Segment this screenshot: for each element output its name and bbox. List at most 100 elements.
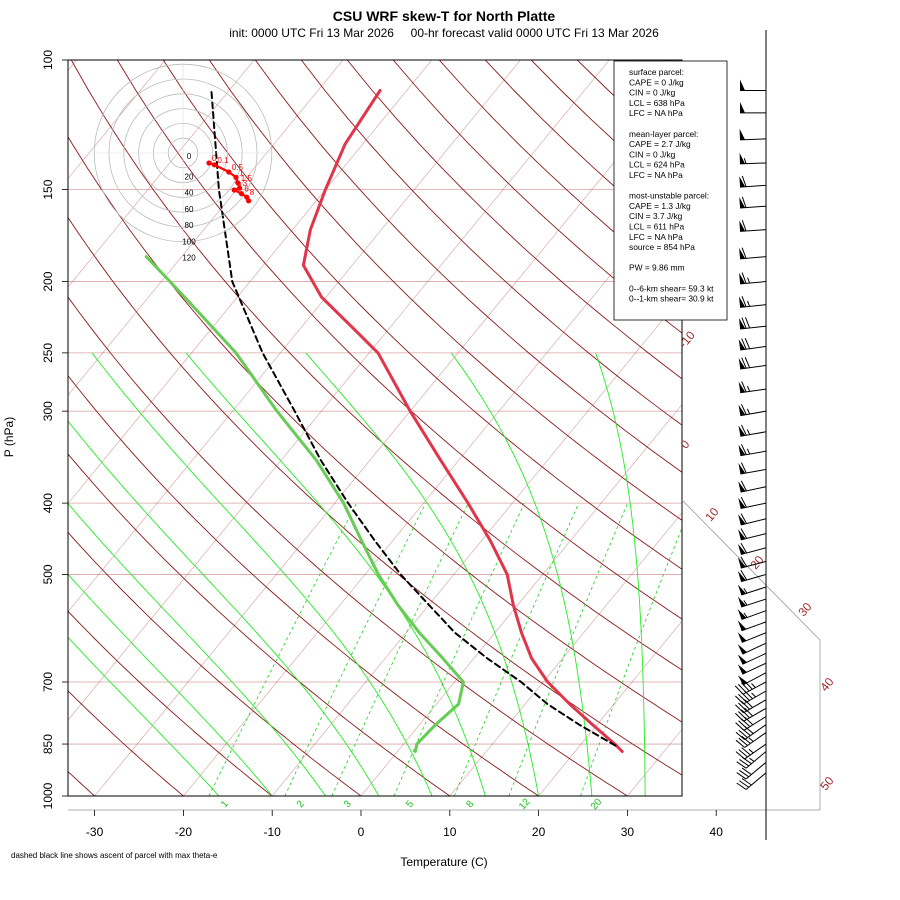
wind-barb	[735, 732, 767, 748]
wind-barb-pennant	[739, 128, 745, 140]
isotherm-line	[68, 60, 255, 288]
mixing-ratio-line	[453, 502, 580, 796]
wind-barb-flag	[735, 731, 746, 740]
dry-adiabat	[68, 374, 540, 796]
wind-barb-flag	[737, 683, 747, 693]
wind-barb-pennant	[737, 664, 747, 675]
wind-barb	[740, 101, 766, 114]
info-line: CIN = 0 J/kg	[629, 149, 676, 159]
wind-barb-pennant	[737, 596, 746, 608]
wind-barb-pennant	[738, 557, 746, 569]
mixing-ratio-labels: 1 2 3 5 8 12 20	[219, 796, 605, 812]
wind-barb-shaft	[743, 699, 767, 714]
hodograph-point-label: 8	[250, 188, 255, 197]
wind-barb-flag	[736, 782, 747, 790]
wind-barb-shaft	[741, 598, 767, 608]
dry-adiabat	[68, 216, 682, 776]
wind-barb-flag	[740, 444, 747, 455]
wind-barb-shaft	[743, 716, 767, 731]
wind-barb	[739, 247, 767, 260]
wind-barb-pennant	[737, 644, 747, 655]
wind-barb-flag	[741, 700, 750, 710]
wind-barb	[738, 338, 767, 351]
mixing-ratio-line	[580, 526, 682, 796]
isotherm-line	[68, 60, 344, 396]
wind-barb-shaft	[744, 724, 767, 740]
info-line: LCL = 638 hPa	[629, 98, 685, 108]
parcel-note: dashed black line shows ascent of parcel…	[11, 851, 218, 860]
hodograph-point	[226, 169, 232, 175]
wind-barb	[737, 652, 767, 665]
isotherm-line	[94, 79, 682, 796]
wind-barb	[738, 462, 767, 475]
profile-curves	[144, 89, 624, 753]
mixing-ratio-label: 8	[464, 798, 476, 810]
hodograph-point	[231, 187, 237, 193]
wind-barb-flag	[735, 739, 746, 748]
wind-barb-shaft	[739, 138, 767, 141]
wind-barb-flag	[738, 720, 748, 729]
wind-barb-flag	[740, 528, 748, 539]
wind-barb-pennant	[738, 425, 746, 437]
wind-barb-pennant	[738, 571, 746, 582]
wind-barb-flag	[735, 695, 744, 705]
wind-barb-flag	[740, 556, 748, 567]
wind-barb	[738, 480, 767, 493]
wind-barb-pennant	[738, 381, 746, 393]
moist-adiabat	[68, 420, 380, 796]
wind-barb-half-flag	[746, 448, 751, 455]
wind-barb-flag	[735, 704, 744, 714]
moist-adiabat	[450, 352, 593, 796]
info-line: 0--6-km shear= 59.3 kt	[629, 283, 714, 293]
wind-barb	[738, 496, 767, 510]
isotherm-label: 30	[795, 600, 815, 619]
mixing-ratio-label: 3	[342, 798, 354, 810]
wind-barb	[740, 79, 766, 91]
y-tick-label: 200	[41, 271, 55, 291]
x-tick-label: 10	[443, 825, 457, 839]
wind-barb-pennant	[737, 584, 746, 595]
x-tick-label: 40	[710, 825, 724, 839]
dry-adiabat	[68, 531, 362, 796]
wind-barb	[734, 680, 767, 695]
wind-barb	[738, 381, 767, 394]
hodograph-ring-label: 20	[185, 172, 194, 181]
x-tick-label: 30	[621, 825, 635, 839]
wind-barb-pennant	[739, 318, 746, 329]
wind-barb-pennant	[740, 101, 745, 113]
wind-barb-pennant	[738, 404, 746, 416]
wind-barb-pennant	[737, 609, 747, 620]
wind-barb-flag	[738, 711, 747, 720]
wind-barb-pennant	[738, 444, 746, 456]
wind-barb-pennant	[738, 463, 746, 474]
wind-barb-pennant	[738, 514, 746, 525]
dry-adiabat	[346, 60, 682, 380]
wind-barb	[737, 584, 767, 596]
wind-barb-pennant	[739, 296, 746, 308]
wind-barb-pennant	[738, 529, 746, 540]
wind-barb-flag	[741, 778, 752, 786]
x-tick-label: -30	[86, 825, 104, 839]
wind-barb-flag	[740, 480, 747, 492]
isotherm-label: 0	[677, 437, 692, 451]
wind-barb-flag	[744, 317, 751, 329]
wind-barb-pennant	[739, 176, 746, 188]
wind-barb-flag	[741, 709, 750, 719]
dry-adiabat	[116, 60, 682, 620]
hodograph-point-label: 0.5	[232, 163, 244, 172]
wind-barb	[739, 317, 767, 330]
y-tick-label: 400	[41, 493, 55, 513]
dry-adiabat	[208, 60, 682, 521]
wind-barb-pennant	[739, 197, 746, 208]
wind-barb-half-flag	[751, 683, 756, 688]
wind-barb-flag	[736, 772, 747, 780]
wind-barb	[738, 444, 767, 457]
info-line: mean-layer parcel:	[629, 129, 698, 139]
wind-barb-shaft	[745, 761, 767, 780]
mixing-ratio-line	[393, 502, 525, 796]
wind-barb-flag	[744, 699, 753, 708]
wind-barb-flag	[740, 404, 747, 415]
isotherm-line	[703, 44, 900, 812]
wind-barb-half-flag	[748, 737, 754, 742]
